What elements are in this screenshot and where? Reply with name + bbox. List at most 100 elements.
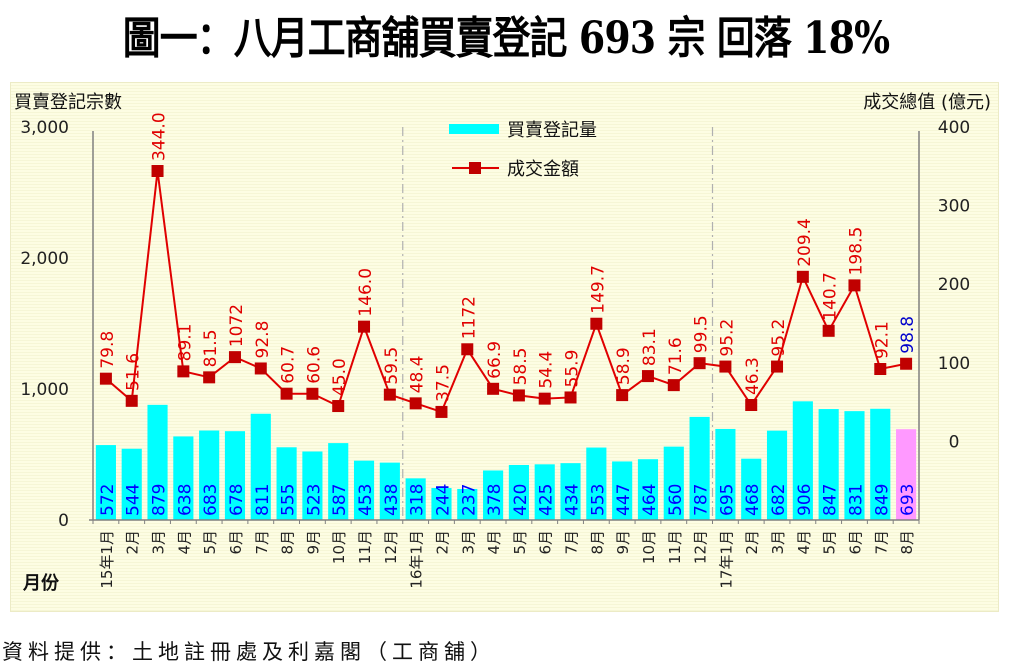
- line-marker: [538, 392, 551, 405]
- line-marker: [564, 391, 577, 404]
- x-tick-label: 12月: [382, 530, 400, 564]
- x-tick-label: 7月: [253, 530, 271, 555]
- x-tick-label: 15年1月: [98, 530, 116, 589]
- line-value-label: 344.0: [150, 112, 170, 161]
- x-tick-label: 6月: [846, 530, 864, 555]
- legend-label-bar: 買賣登記量: [507, 120, 597, 141]
- line-value-label: 83.1: [640, 328, 660, 366]
- left-tick-label: 2,000: [20, 249, 69, 269]
- line-marker: [228, 351, 241, 364]
- line-marker: [280, 387, 293, 400]
- bar-value-label: 682: [769, 484, 789, 516]
- bar: [302, 451, 323, 520]
- left-tick-label: 1,000: [20, 380, 69, 400]
- bar: [121, 448, 142, 520]
- line-marker: [358, 320, 371, 333]
- line-marker: [383, 388, 396, 401]
- x-axis-title: 月份: [22, 572, 60, 594]
- line-value-label: 140.7: [821, 272, 841, 321]
- bar-value-label: 438: [382, 484, 402, 516]
- line-marker: [125, 394, 138, 407]
- x-tick-label: 5月: [511, 530, 529, 555]
- bar: [353, 460, 375, 520]
- line-value-label: 98.8: [898, 316, 918, 354]
- x-tick-label: 2月: [124, 530, 142, 555]
- bar: [689, 416, 710, 520]
- line-value-label: 99.5: [692, 315, 712, 353]
- line-marker: [771, 360, 784, 373]
- bar: [405, 478, 426, 520]
- bar: [250, 413, 271, 520]
- x-tick-label: 7月: [563, 530, 581, 555]
- line-value-label: 60.6: [304, 346, 324, 384]
- x-tick-label: 3月: [769, 530, 787, 555]
- bar-labels: 572 544 879 638 683 678 811 555 523 587 453 438 318 2…: [98, 484, 918, 516]
- line-value-label: 81.5: [201, 329, 221, 367]
- bar-value-label: 468: [743, 484, 763, 516]
- line-value-label: 58.5: [511, 348, 531, 386]
- x-tick-label: 8月: [279, 530, 297, 555]
- bar: [715, 428, 736, 520]
- x-tick-label: 11月: [666, 530, 684, 564]
- line-value-label: 37.5: [433, 364, 453, 402]
- bar: [766, 430, 788, 520]
- x-tick-label: 11月: [356, 530, 374, 564]
- bar-value-label: 638: [175, 484, 195, 516]
- x-tick-label: 7月: [872, 530, 890, 555]
- axes: 0 1,000 2,000 3,000 0 100 200 300 400 買賣登記宗數 成交總值 …: [14, 92, 991, 594]
- line-marker: [822, 324, 835, 337]
- bar: [147, 404, 168, 520]
- x-tick-label: 12月: [692, 530, 710, 564]
- line-marker: [409, 397, 422, 410]
- line-value-label: 45.0: [330, 358, 350, 396]
- x-tick-label: 9月: [304, 530, 322, 555]
- line-value-label: 92.8: [253, 321, 273, 359]
- x-tick-label: 6月: [227, 530, 245, 555]
- bar: [844, 411, 865, 520]
- bar: [95, 445, 116, 520]
- bar-value-label: 831: [846, 484, 866, 516]
- line-marker: [177, 365, 190, 378]
- line-value-label: 46.3: [743, 357, 763, 395]
- line-marker: [900, 357, 913, 370]
- x-tick-label: 6月: [537, 530, 555, 555]
- bar-value-label: 587: [330, 484, 350, 516]
- bar: [637, 459, 659, 520]
- legend-label-line: 成交金額: [507, 159, 579, 180]
- line-marker: [254, 362, 267, 375]
- bar-value-label: 447: [614, 484, 634, 516]
- line-value-label: 55.9: [563, 350, 583, 388]
- legend-swatch-bar: [449, 124, 499, 134]
- line-value-label: 79.8: [98, 331, 118, 369]
- bar: [508, 464, 529, 520]
- bar: [199, 430, 220, 520]
- bar-value-label: 544: [124, 484, 144, 516]
- right-axis-title: 成交總值 (億元): [863, 92, 991, 113]
- left-tick-label: 0: [58, 511, 69, 531]
- line-marker: [874, 363, 887, 376]
- line-value-label: 1072: [227, 304, 247, 347]
- bar-value-label: 560: [666, 484, 686, 516]
- bar-value-label: 906: [795, 484, 815, 516]
- x-tick-label: 10月: [640, 530, 658, 564]
- right-tick-label: 0: [949, 432, 960, 452]
- x-tick-label: 10月: [330, 530, 348, 564]
- bar: [173, 436, 194, 520]
- amount-line: [105, 170, 907, 414]
- line-value-label: 89.1: [175, 324, 195, 362]
- bar: [741, 458, 762, 520]
- line-marker: [203, 371, 216, 384]
- line-marker: [616, 389, 629, 402]
- line-marker: [512, 389, 525, 402]
- line-marker: [590, 317, 603, 330]
- x-tick-label: 3月: [150, 530, 168, 555]
- line-value-label: 95.2: [769, 319, 789, 357]
- line-marker: [693, 357, 706, 370]
- right-tick-label: 300: [938, 197, 970, 217]
- x-tick-label: 4月: [485, 530, 503, 555]
- left-axis-title: 買賣登記宗數: [14, 92, 122, 113]
- line-marker: [796, 270, 809, 283]
- chart-panel: 572 544 879 638 683 678 811 555 523 587 453 438 318 2…: [10, 82, 999, 612]
- line-marker: [667, 379, 680, 392]
